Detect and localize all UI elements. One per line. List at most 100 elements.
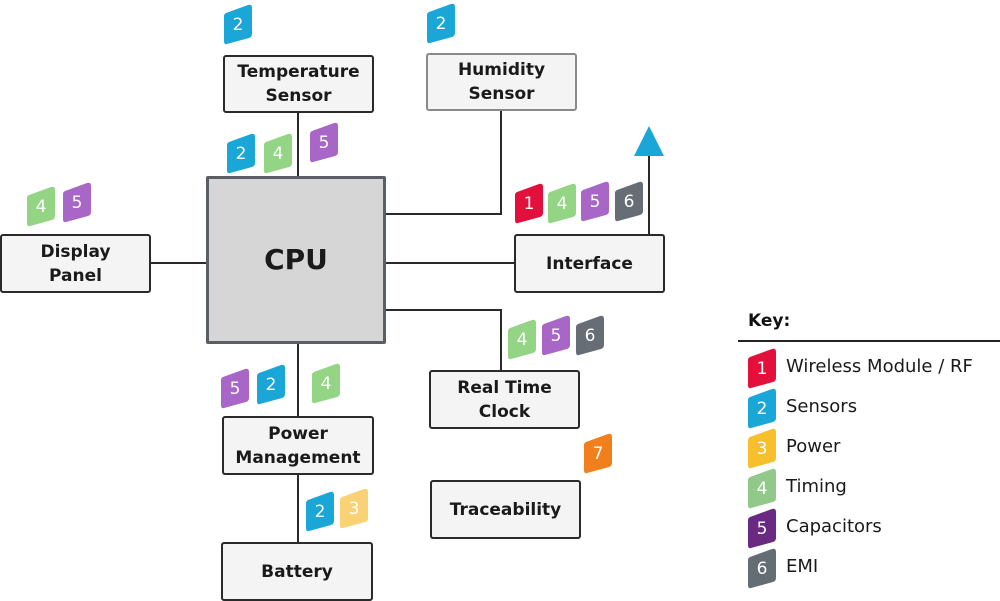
badge-number: 2 <box>756 399 768 419</box>
badge-shape <box>542 315 570 356</box>
badge-interface-1: 1 <box>514 183 544 224</box>
badge-shape <box>306 491 334 532</box>
line-humidity-cpu <box>385 110 502 215</box>
badge-number: 3 <box>756 439 768 459</box>
badge-shape <box>221 368 249 409</box>
key-badge-4: 4 <box>747 468 777 509</box>
badge-interface-4: 4 <box>547 183 577 224</box>
interface-box: Interface <box>514 234 665 293</box>
battery-box: Battery <box>221 542 373 601</box>
key-label: Timing <box>786 476 847 497</box>
badge-shape <box>63 182 91 223</box>
badge-interface-6: 6 <box>614 181 644 222</box>
key-divider <box>738 340 1000 342</box>
badge-number: 3 <box>348 499 360 519</box>
badge-shape <box>748 548 776 589</box>
badge-number: 6 <box>584 326 596 346</box>
badge-real-time-clock-4: 4 <box>507 319 537 360</box>
badge-shape <box>312 363 340 404</box>
badge-number: 1 <box>523 194 535 214</box>
badge-power-management-5: 5 <box>220 368 250 409</box>
badge-shape <box>748 428 776 469</box>
key-badge-2: 2 <box>747 388 777 429</box>
power-management-box: Power Management <box>222 416 374 475</box>
badge-shape <box>508 319 536 360</box>
badge-power-management-2: 2 <box>256 364 286 405</box>
real-time-clock-box: Real Time Clock <box>429 370 580 429</box>
badge-number: 5 <box>318 133 330 153</box>
cpu-box: CPU <box>206 176 386 344</box>
badge-temperature-sensor-2: 2 <box>223 4 253 45</box>
key-label: EMI <box>786 556 819 577</box>
display-panel-box: Display Panel <box>0 234 151 293</box>
badge-number: 2 <box>235 144 247 164</box>
badge-number: 4 <box>556 194 568 214</box>
badge-number: 6 <box>756 559 768 579</box>
badge-shape <box>748 388 776 429</box>
badge-shape <box>257 364 285 405</box>
key-label: Capacitors <box>786 516 882 537</box>
badge-battery-2: 2 <box>305 491 335 532</box>
badge-shape <box>576 315 604 356</box>
badge-humidity-sensor-2: 2 <box>426 3 456 44</box>
badge-number: 5 <box>229 379 241 399</box>
badge-cpu-top-4: 4 <box>263 133 293 174</box>
key-badge-1: 1 <box>747 348 777 389</box>
badge-number: 2 <box>314 502 326 522</box>
key-label: Wireless Module / RF <box>786 356 973 377</box>
badge-cpu-top-2: 2 <box>226 133 256 174</box>
badge-number: 2 <box>265 375 277 395</box>
badge-shape <box>584 433 612 474</box>
traceability-box: Traceability <box>430 480 581 539</box>
badge-number: 1 <box>756 359 768 379</box>
badge-number: 6 <box>623 192 635 212</box>
badge-interface-5: 5 <box>580 181 610 222</box>
key-label: Power <box>786 436 841 457</box>
badge-cpu-top-5: 5 <box>309 122 339 163</box>
badge-number: 4 <box>516 330 528 350</box>
key-badge-6: 6 <box>747 548 777 589</box>
badge-shape <box>27 186 55 227</box>
badge-number: 4 <box>35 197 47 217</box>
key-title: Key: <box>748 311 791 331</box>
badge-traceability-7: 7 <box>583 433 613 474</box>
badge-shape <box>224 4 252 45</box>
badge-shape <box>340 488 368 529</box>
badge-real-time-clock-5: 5 <box>541 315 571 356</box>
badge-shape <box>748 348 776 389</box>
badge-number: 4 <box>320 374 332 394</box>
badge-shape <box>748 508 776 549</box>
antenna-icon <box>634 126 664 156</box>
key-badge-3: 3 <box>747 428 777 469</box>
humidity-sensor-box: Humidity Sensor <box>426 53 577 111</box>
badge-shape <box>581 181 609 222</box>
badge-display-panel-5: 5 <box>62 182 92 223</box>
badge-shape <box>264 133 292 174</box>
badge-number: 2 <box>232 15 244 35</box>
line-rtc-cpu <box>385 309 502 370</box>
badge-shape <box>515 183 543 224</box>
badge-real-time-clock-6: 6 <box>575 315 605 356</box>
badge-shape <box>748 468 776 509</box>
badge-number: 4 <box>272 144 284 164</box>
badge-number: 5 <box>550 326 562 346</box>
badge-number: 2 <box>435 14 447 34</box>
badge-shape <box>427 3 455 44</box>
key-label: Sensors <box>786 396 858 417</box>
badge-number: 4 <box>756 479 768 499</box>
temperature-sensor-box: Temperature Sensor <box>223 55 374 113</box>
key-badge-5: 5 <box>747 508 777 549</box>
badge-power-management-4: 4 <box>311 363 341 404</box>
badge-number: 5 <box>589 192 601 212</box>
badge-shape <box>227 133 255 174</box>
badge-number: 5 <box>756 519 768 539</box>
badge-shape <box>310 122 338 163</box>
badge-number: 5 <box>71 193 83 213</box>
badge-display-panel-4: 4 <box>26 186 56 227</box>
badge-shape <box>615 181 643 222</box>
badge-battery-3: 3 <box>339 488 369 529</box>
badge-number: 7 <box>592 444 604 464</box>
badge-shape <box>548 183 576 224</box>
